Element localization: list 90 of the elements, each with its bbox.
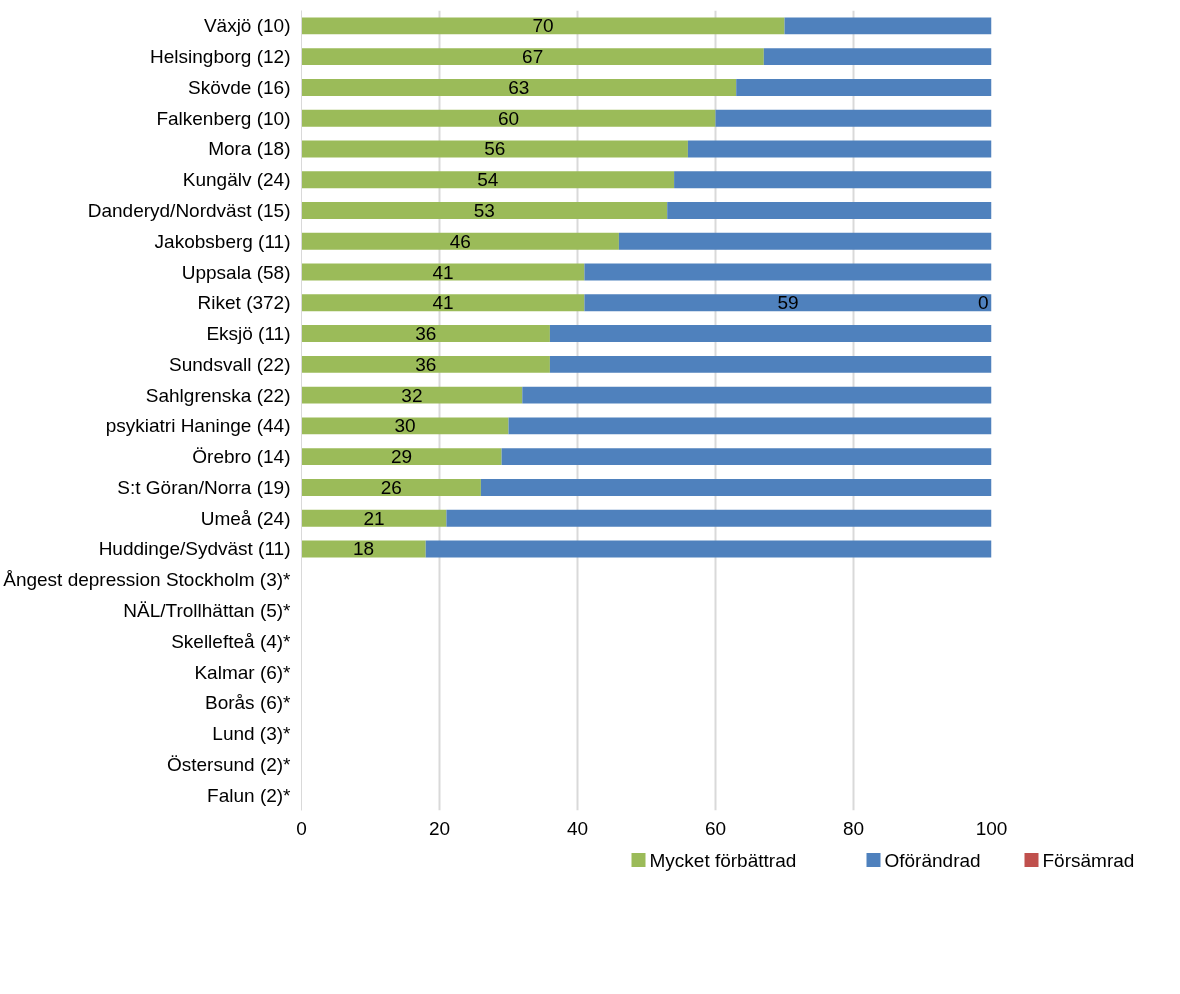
bar (301, 263, 585, 281)
legend-label: Försämrad (1042, 849, 1135, 871)
bar (687, 140, 992, 158)
bar (584, 294, 992, 312)
y-tick-label: Sahlgrenska (22) (145, 384, 291, 406)
bar (301, 109, 716, 127)
bar (549, 355, 992, 373)
data-label: 18 (353, 538, 375, 560)
bar (301, 17, 785, 35)
bar (736, 78, 992, 96)
bar (301, 355, 550, 373)
data-label: 29 (390, 446, 413, 468)
bar (301, 202, 668, 219)
bar (301, 417, 509, 435)
legend-label: Oförändrad (884, 849, 981, 871)
data-label: 54 (477, 169, 499, 191)
y-tick-label: Skövde (16) (188, 76, 291, 98)
y-tick-label: Falun (2)* (207, 784, 292, 806)
y-tick-label: Jakobsberg (11) (154, 230, 291, 252)
y-tick-label: S:t Göran/Norra (19) (117, 476, 291, 498)
y-tick-label: Eksjö (11) (206, 323, 291, 345)
data-label: 46 (449, 230, 471, 252)
y-tick-label: Riket (372) (197, 292, 291, 314)
data-label: 30 (394, 415, 416, 437)
bar (301, 325, 550, 343)
bar (584, 263, 992, 281)
y-tick-label: Skellefteå (4)* (171, 630, 292, 652)
y-tick-label: Ångest depression Stockholm (3)* (3, 569, 292, 591)
bar (425, 540, 992, 558)
data-label: 36 (415, 323, 437, 345)
data-label: 0 (977, 292, 989, 314)
y-tick-label: Sundsvall (22) (169, 353, 291, 375)
bar (501, 448, 992, 466)
bar (522, 386, 992, 404)
bar (301, 478, 481, 496)
y-tick-label: Borås (6)* (204, 692, 292, 714)
data-label: 67 (522, 46, 544, 68)
y-tick-label: Växjö (10) (203, 15, 291, 37)
data-label: 60 (497, 107, 520, 129)
data-label: 36 (415, 353, 437, 375)
data-label: 70 (532, 15, 554, 37)
y-tick-label: NÄL/Trollhättan (5)* (123, 600, 292, 621)
bar (301, 448, 502, 466)
legend-label: Mycket förbättrad (649, 849, 797, 871)
bar (667, 202, 992, 219)
y-tick-label: Falkenberg (10) (156, 107, 291, 129)
data-label: 63 (508, 76, 530, 98)
bar (301, 232, 619, 250)
bar (715, 109, 992, 127)
y-tick-label: Lund (3)* (212, 723, 292, 745)
y-tick-label: Umeå (24) (200, 507, 291, 529)
y-tick-label: Helsingborg (12) (150, 46, 291, 68)
bar (763, 48, 992, 66)
x-tick-label: 80 (842, 817, 865, 839)
x-tick-label: 20 (428, 817, 451, 839)
bar (301, 48, 764, 66)
bar (549, 325, 992, 343)
bar (301, 140, 688, 158)
y-tick-label: Huddinge/Sydväst (11) (98, 538, 291, 560)
x-tick-label: 40 (566, 817, 589, 839)
bar (480, 478, 992, 496)
bar (301, 294, 585, 312)
data-label: 41 (432, 292, 454, 314)
bar (301, 386, 523, 404)
y-tick-label: psykiatri Haninge (44) (105, 415, 291, 437)
bar (301, 509, 447, 527)
bar (674, 171, 992, 189)
y-tick-label: Uppsala (58) (181, 261, 291, 283)
data-label: 59 (777, 292, 799, 314)
bar (784, 17, 992, 35)
bar (301, 78, 737, 96)
y-tick-label: Mora (18) (208, 138, 291, 160)
bar (618, 232, 992, 250)
x-tick-label: 60 (704, 817, 727, 839)
data-label: 53 (473, 200, 495, 221)
data-label: 26 (380, 476, 402, 498)
x-tick-label: 100 (975, 817, 1008, 839)
x-tick-label: 0 (296, 817, 307, 839)
y-tick-label: Kalmar (6)* (194, 661, 292, 683)
y-tick-label: Danderyd/Nordväst (15) (87, 200, 291, 221)
y-tick-label: Örebro (14) (192, 446, 291, 468)
bar (301, 171, 675, 189)
data-label: 56 (484, 138, 506, 160)
data-label: 21 (363, 507, 385, 529)
data-label: 32 (401, 384, 423, 406)
bar (508, 417, 992, 435)
data-label: 41 (432, 261, 454, 283)
y-tick-label: Östersund (2)* (166, 753, 292, 775)
bar (446, 509, 992, 527)
y-tick-label: Kungälv (24) (182, 169, 291, 191)
